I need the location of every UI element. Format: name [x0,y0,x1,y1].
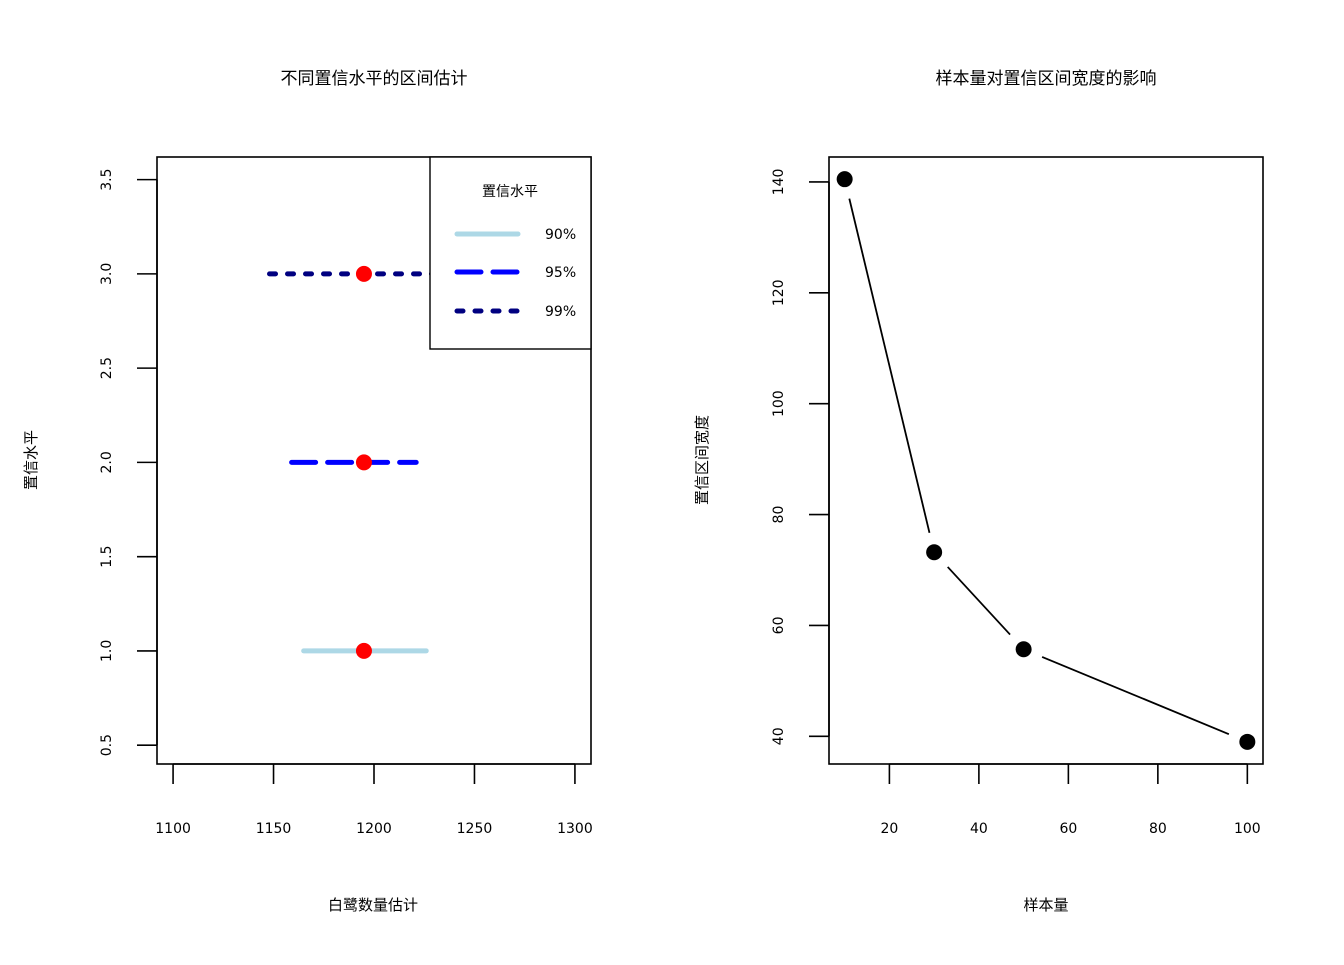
left-chart-ylabel: 置信水平 [22,430,40,490]
legend-label-99: 99% [545,304,576,320]
point-estimate-95 [355,454,372,471]
data-point [1239,733,1256,750]
legend-label-95: 95% [545,265,576,281]
left-chart-xlabel: 白鹭数量估计 [328,896,418,914]
legend-box [429,156,592,350]
left-chart-x-tick-label: 1100 [155,821,191,837]
left-chart-x-tick-label: 1150 [256,821,292,837]
left-chart-marks [267,265,463,659]
right-chart: 样本量对置信区间宽度的影响 样本量 置信区间宽度 20 40 60 80 100 40 6… [693,69,1264,914]
left-chart: 不同置信水平的区间估计 白鹭数量估计 置信水平 1100 1150 1200 1250… [22,69,593,914]
left-chart-x-axis: 1100 1150 1200 1250 1300 [155,763,593,837]
right-chart-x-axis: 20 40 60 80 100 [880,763,1261,837]
right-chart-x-tick-label: 60 [1059,821,1077,837]
left-chart-x-tick-label: 1200 [356,821,392,837]
left-chart-legend: 置信水平 90% 95% 99% [429,156,592,350]
right-chart-plot-frame [828,156,1264,765]
right-chart-x-tick-label: 20 [880,821,898,837]
data-point [836,171,853,188]
right-chart-title: 样本量对置信区间宽度的影响 [936,69,1157,89]
right-chart-marks [836,171,1256,750]
left-chart-title: 不同置信水平的区间估计 [281,69,468,89]
left-chart-y-tick-label: 3.0 [99,263,115,285]
left-chart-y-tick-label: 0.5 [99,734,115,756]
line-segment [947,566,1011,636]
right-chart-y-tick-label: 40 [771,727,787,745]
left-chart-y-tick-label: 1.0 [99,640,115,662]
line-segment [1041,656,1230,736]
right-chart-xlabel: 样本量 [1023,896,1068,914]
legend-label-90: 90% [545,227,576,243]
point-estimate-90 [355,642,372,659]
right-chart-x-tick-label: 100 [1234,821,1261,837]
left-chart-plot-frame [156,156,592,765]
left-chart-y-tick-label: 1.5 [99,546,115,568]
right-chart-y-tick-label: 60 [771,617,787,635]
right-chart-x-tick-label: 40 [970,821,988,837]
left-chart-y-axis: 0.5 1.0 1.5 2.0 2.5 3.0 3.5 [99,168,158,756]
left-chart-y-tick-label: 3.5 [99,168,115,190]
left-chart-x-tick-label: 1250 [457,821,493,837]
left-chart-x-tick-label: 1300 [557,821,593,837]
right-chart-x-tick-label: 80 [1149,821,1167,837]
legend-title: 置信水平 [482,184,538,200]
point-estimate-99 [355,265,372,282]
line-segment [848,198,931,534]
right-chart-y-tick-label: 80 [771,506,787,524]
data-point [1015,641,1032,658]
right-chart-y-tick-label: 140 [771,169,787,196]
right-chart-y-tick-label: 120 [771,279,787,306]
data-point [926,544,943,561]
right-chart-y-tick-label: 100 [771,390,787,417]
left-chart-y-tick-label: 2.0 [99,451,115,473]
right-chart-ylabel: 置信区间宽度 [693,415,711,505]
left-chart-y-tick-label: 2.5 [99,357,115,379]
right-chart-y-axis: 40 60 80 100 120 140 [771,169,830,745]
